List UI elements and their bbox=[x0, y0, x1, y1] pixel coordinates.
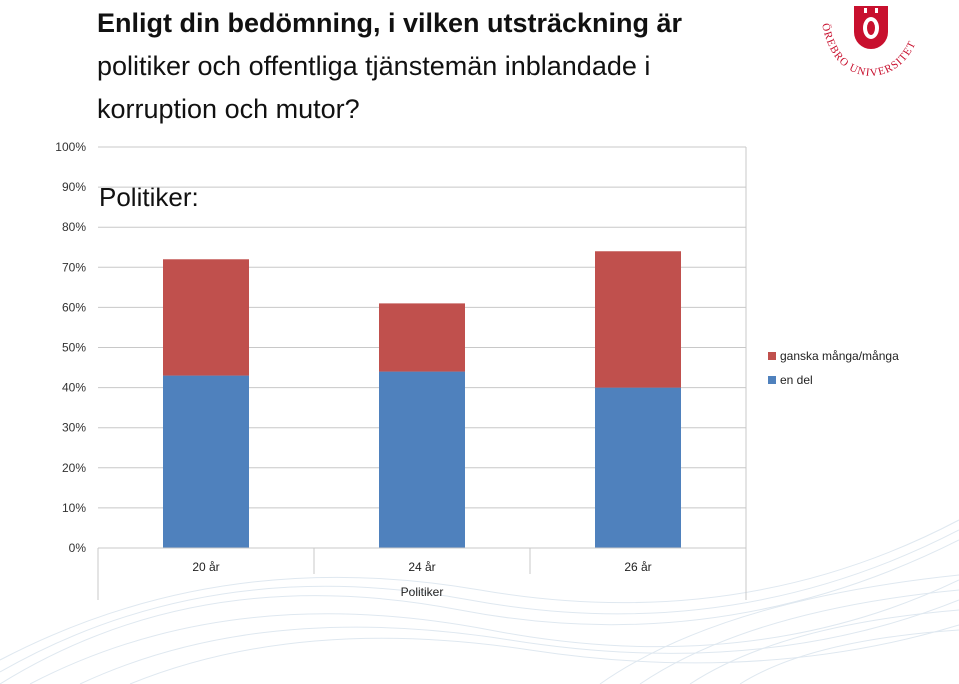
x-tick-label: 20 år bbox=[192, 560, 219, 574]
bar-ganska-manga-2 bbox=[379, 303, 465, 372]
x-axis-label: Politiker bbox=[401, 585, 444, 599]
university-logo: ÖREBRO UNIVERSITET bbox=[819, 6, 918, 79]
y-tick-label: 90% bbox=[62, 180, 86, 194]
x-axis: 20 år 24 år 26 år Politiker bbox=[97, 547, 746, 600]
legend-label: ganska många/många bbox=[780, 349, 899, 363]
y-tick-label: 100% bbox=[55, 140, 86, 154]
slide-title: Enligt din bedömning, i vilken utsträckn… bbox=[97, 2, 777, 131]
y-tick-label: 10% bbox=[62, 501, 86, 515]
y-tick-label: 30% bbox=[62, 421, 86, 435]
y-tick-label: 0% bbox=[69, 541, 87, 555]
y-tick-label: 40% bbox=[62, 381, 86, 395]
bar-ganska-manga-3 bbox=[595, 251, 681, 388]
bar-en-del-3 bbox=[595, 387, 681, 548]
x-tick-label: 24 år bbox=[408, 560, 435, 574]
x-tick-label: 26 år bbox=[624, 560, 651, 574]
legend-swatch bbox=[768, 352, 776, 360]
y-tick-label: 70% bbox=[62, 260, 86, 274]
legend-label: en del bbox=[780, 373, 813, 387]
legend-swatch bbox=[768, 376, 776, 384]
title-line-2: politiker och offentliga tjänstemän inbl… bbox=[97, 51, 651, 81]
bar-en-del-1 bbox=[163, 375, 249, 548]
y-tick-label: 80% bbox=[62, 220, 86, 234]
title-line-1: Enligt din bedömning, i vilken utsträckn… bbox=[97, 8, 683, 38]
bars bbox=[163, 251, 681, 548]
y-tick-label: 50% bbox=[62, 341, 86, 355]
title-line-3: korruption och mutor? bbox=[97, 94, 360, 124]
y-axis-ticks: 0% 10% 20% 30% 40% 50% 60% 70% 80% 90% 100% bbox=[55, 140, 86, 555]
y-tick-label: 20% bbox=[62, 461, 86, 475]
y-tick-label: 60% bbox=[62, 300, 86, 314]
bar-ganska-manga-1 bbox=[163, 259, 249, 376]
bar-en-del-2 bbox=[379, 371, 465, 548]
legend: ganska många/många en del bbox=[768, 349, 899, 387]
